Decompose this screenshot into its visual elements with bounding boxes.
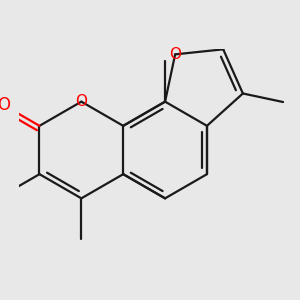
Text: O: O: [75, 94, 87, 109]
Text: O: O: [169, 47, 181, 62]
Text: O: O: [0, 96, 11, 114]
